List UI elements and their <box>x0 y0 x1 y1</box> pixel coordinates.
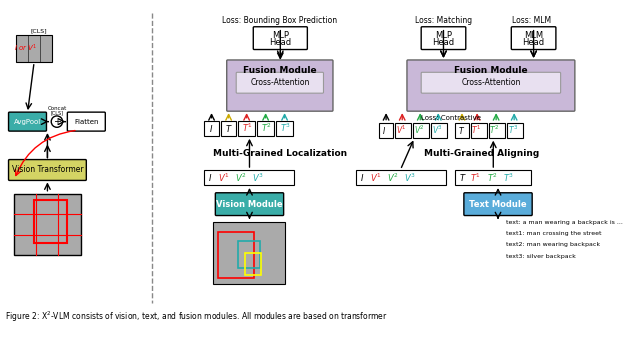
Text: [CLS]: [CLS] <box>31 28 47 33</box>
Text: AvgPool: AvgPool <box>14 119 41 125</box>
Text: MLM: MLM <box>524 31 543 40</box>
Text: $T^1$: $T^1$ <box>472 124 482 136</box>
Text: $I$ or $V^1$: $I$ or $V^1$ <box>14 43 38 54</box>
FancyBboxPatch shape <box>421 27 466 50</box>
Text: $T$: $T$ <box>459 172 467 183</box>
Text: $V^3$: $V^3$ <box>404 171 416 184</box>
Bar <box>213 222 285 284</box>
Text: Loss: Contrastive: Loss: Contrastive <box>420 115 481 121</box>
Text: $V^3$: $V^3$ <box>431 124 442 136</box>
Text: $T^1$: $T^1$ <box>242 122 253 134</box>
Bar <box>488 122 505 138</box>
Text: $V^2$: $V^2$ <box>413 124 424 136</box>
FancyBboxPatch shape <box>421 72 561 93</box>
Text: $T^3$: $T^3$ <box>508 124 518 136</box>
Bar <box>246 253 261 275</box>
Text: text: a man wearing a backpack is ...: text: a man wearing a backpack is ... <box>506 220 623 225</box>
Text: $I$: $I$ <box>382 125 387 136</box>
Text: text3: silver backpack: text3: silver backpack <box>506 254 575 259</box>
FancyBboxPatch shape <box>227 60 333 111</box>
Text: Head: Head <box>269 38 291 47</box>
Text: $T^2$: $T^2$ <box>486 171 498 184</box>
Text: Concat: Concat <box>47 106 67 111</box>
Text: Head: Head <box>522 38 545 47</box>
Text: $I$: $I$ <box>208 172 212 183</box>
Text: text2: man wearing backpack: text2: man wearing backpack <box>506 242 600 248</box>
Text: Vision Module: Vision Module <box>216 200 283 209</box>
Bar <box>16 35 52 62</box>
Bar <box>34 200 67 243</box>
Text: Fusion Module: Fusion Module <box>243 66 317 75</box>
Text: Loss: Bounding Box Prediction: Loss: Bounding Box Prediction <box>222 16 337 24</box>
Text: $T^2$: $T^2$ <box>261 122 272 134</box>
Text: Multi-Grained Aligning: Multi-Grained Aligning <box>424 149 540 158</box>
Text: $T^3$: $T^3$ <box>503 171 514 184</box>
FancyBboxPatch shape <box>236 72 323 93</box>
FancyBboxPatch shape <box>67 112 106 131</box>
Bar <box>257 121 274 136</box>
Text: Loss: MLM: Loss: MLM <box>511 16 551 24</box>
Text: MLP: MLP <box>272 31 289 40</box>
Text: $I$: $I$ <box>360 172 364 183</box>
Text: text1: man crossing the street: text1: man crossing the street <box>506 231 601 236</box>
Text: $T^1$: $T^1$ <box>470 171 481 184</box>
Text: Multi-Grained Localization: Multi-Grained Localization <box>212 149 347 158</box>
Text: Flatten: Flatten <box>74 119 99 125</box>
Bar <box>238 121 255 136</box>
Bar <box>455 170 531 185</box>
Text: MLP: MLP <box>435 31 452 40</box>
Text: $T^3$: $T^3$ <box>280 122 291 134</box>
Bar <box>455 122 468 138</box>
Bar <box>218 232 253 278</box>
Bar <box>356 170 446 185</box>
Text: $V^2$: $V^2$ <box>236 171 247 184</box>
Text: $V^1$: $V^1$ <box>218 171 230 184</box>
FancyBboxPatch shape <box>8 159 86 181</box>
Text: Cross-Attention: Cross-Attention <box>461 78 520 87</box>
FancyBboxPatch shape <box>8 112 47 131</box>
Bar <box>204 121 219 136</box>
Text: $V^3$: $V^3$ <box>252 171 264 184</box>
Text: Fusion Module: Fusion Module <box>454 66 528 75</box>
Bar <box>380 122 393 138</box>
Text: Text Module: Text Module <box>469 200 527 209</box>
FancyBboxPatch shape <box>511 27 556 50</box>
Bar <box>507 122 523 138</box>
Bar <box>238 241 260 268</box>
Bar <box>413 122 429 138</box>
Text: $T$: $T$ <box>225 123 232 134</box>
Text: $I$: $I$ <box>209 123 214 134</box>
Text: [CLS]: [CLS] <box>51 110 63 116</box>
Bar <box>204 170 294 185</box>
Text: $T^2$: $T^2$ <box>490 124 500 136</box>
FancyBboxPatch shape <box>215 193 284 216</box>
Text: $T$: $T$ <box>458 125 465 136</box>
Bar <box>431 122 447 138</box>
Text: Vision Transformer: Vision Transformer <box>12 166 83 174</box>
Text: Cross-Attention: Cross-Attention <box>250 78 310 87</box>
Text: Loss: Matching: Loss: Matching <box>415 16 472 24</box>
Text: $V^2$: $V^2$ <box>387 171 399 184</box>
Bar <box>276 121 293 136</box>
Bar <box>395 122 411 138</box>
Text: +: + <box>53 117 61 126</box>
Text: Figure 2: X$^2$-VLM consists of vision, text, and fusion modules. All modules ar: Figure 2: X$^2$-VLM consists of vision, … <box>4 310 387 324</box>
Bar <box>221 121 236 136</box>
Bar <box>14 194 81 255</box>
Bar <box>470 122 486 138</box>
Text: Head: Head <box>433 38 454 47</box>
FancyBboxPatch shape <box>407 60 575 111</box>
Text: $V^1$: $V^1$ <box>370 171 381 184</box>
Text: $V^1$: $V^1$ <box>396 124 406 136</box>
FancyBboxPatch shape <box>253 27 307 50</box>
FancyBboxPatch shape <box>464 193 532 216</box>
